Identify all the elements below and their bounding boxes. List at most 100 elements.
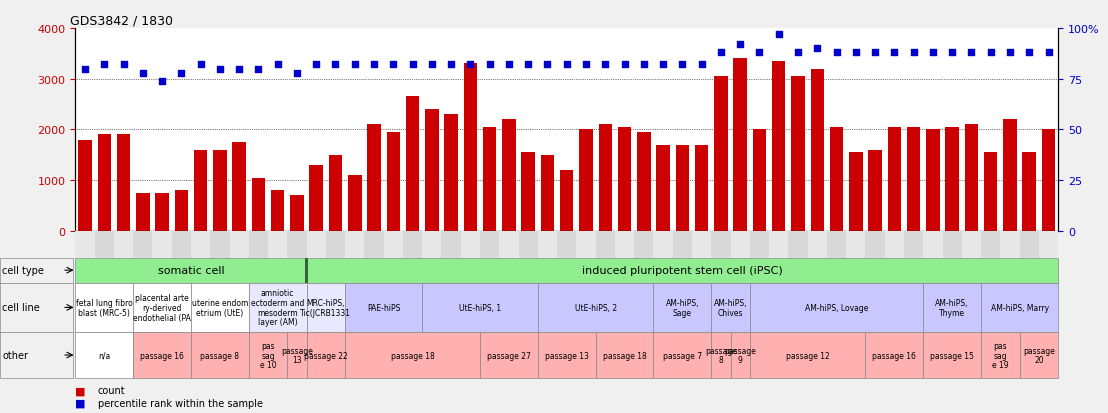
Text: ■: ■	[75, 398, 85, 408]
Bar	[676, 145, 689, 231]
Bar	[1042, 130, 1055, 231]
Text: amniotic
ectoderm and
mesoderm
layer (AM): amniotic ectoderm and mesoderm layer (AM…	[252, 289, 305, 327]
Point	[847, 50, 864, 57]
Bar	[502, 120, 515, 231]
Bar	[984, 153, 997, 231]
Text: n/a: n/a	[99, 351, 111, 360]
Point	[1020, 50, 1038, 57]
Point	[192, 62, 209, 69]
Point	[500, 62, 517, 69]
Point	[1039, 50, 1057, 57]
Point	[346, 62, 363, 69]
Text: passage 8: passage 8	[201, 351, 239, 360]
Bar	[618, 128, 632, 231]
Text: passage 18: passage 18	[391, 351, 434, 360]
Bar	[811, 69, 824, 231]
Point	[596, 62, 614, 69]
Text: passage
13: passage 13	[281, 346, 312, 365]
Bar	[637, 133, 650, 231]
Bar	[155, 193, 168, 231]
Text: AM-hiPS, Lovage: AM-hiPS, Lovage	[804, 303, 869, 312]
Bar	[309, 166, 322, 231]
Text: count: count	[98, 385, 125, 395]
Point	[866, 50, 884, 57]
Text: cell line: cell line	[2, 303, 40, 313]
Text: passage 22: passage 22	[304, 351, 348, 360]
Text: induced pluripotent stem cell (iPSC): induced pluripotent stem cell (iPSC)	[582, 266, 782, 275]
Bar	[406, 97, 419, 231]
Bar	[98, 135, 111, 231]
Point	[885, 50, 903, 57]
Point	[577, 62, 595, 69]
Bar	[483, 128, 496, 231]
Point	[654, 62, 671, 69]
Bar	[906, 128, 921, 231]
Bar	[387, 133, 400, 231]
Point	[384, 62, 402, 69]
Point	[288, 70, 306, 77]
Point	[403, 62, 421, 69]
Bar	[849, 153, 862, 231]
Point	[520, 62, 537, 69]
Text: uterine endom
etrium (UtE): uterine endom etrium (UtE)	[192, 298, 248, 317]
Text: passage 13: passage 13	[545, 351, 588, 360]
Point	[249, 66, 267, 73]
Point	[269, 62, 287, 69]
Text: AM-hiPS,
Chives: AM-hiPS, Chives	[714, 298, 747, 317]
Point	[230, 66, 248, 73]
Bar	[579, 130, 593, 231]
Bar	[733, 59, 747, 231]
Text: ■: ■	[75, 385, 85, 395]
Point	[538, 62, 556, 69]
Bar	[541, 155, 554, 231]
Bar	[79, 140, 92, 231]
Bar	[522, 153, 535, 231]
Text: passage
20: passage 20	[1023, 346, 1055, 365]
Text: fetal lung fibro
blast (MRC-5): fetal lung fibro blast (MRC-5)	[75, 298, 133, 317]
Text: other: other	[2, 350, 28, 360]
Point	[750, 50, 768, 57]
Bar	[715, 77, 728, 231]
Bar	[175, 191, 188, 231]
Bar	[888, 128, 901, 231]
Point	[366, 62, 383, 69]
Bar	[194, 150, 207, 231]
Bar	[695, 145, 708, 231]
Text: cell type: cell type	[2, 266, 44, 275]
Bar	[271, 191, 285, 231]
Text: percentile rank within the sample: percentile rank within the sample	[98, 398, 263, 408]
Text: MRC-hiPS,
Tic(JCRB1331: MRC-hiPS, Tic(JCRB1331	[300, 298, 351, 317]
Point	[674, 62, 691, 69]
Point	[905, 50, 923, 57]
Bar	[329, 155, 342, 231]
Bar	[791, 77, 804, 231]
Text: passage 16: passage 16	[140, 351, 184, 360]
Bar	[348, 176, 361, 231]
Point	[76, 66, 94, 73]
Bar	[233, 143, 246, 231]
Point	[789, 50, 807, 57]
Point	[712, 50, 730, 57]
Bar	[463, 64, 478, 231]
Bar	[136, 193, 150, 231]
Text: GDS3842 / 1830: GDS3842 / 1830	[71, 15, 174, 28]
Bar	[1023, 153, 1036, 231]
Bar	[752, 130, 767, 231]
Point	[558, 62, 576, 69]
Text: passage 7: passage 7	[663, 351, 702, 360]
Text: passage 16: passage 16	[872, 351, 916, 360]
Bar	[1003, 120, 1017, 231]
Point	[963, 50, 981, 57]
Text: passage 27: passage 27	[488, 351, 531, 360]
Point	[173, 70, 191, 77]
Text: passage 18: passage 18	[603, 351, 646, 360]
Point	[307, 62, 325, 69]
Point	[924, 50, 942, 57]
Text: somatic cell: somatic cell	[157, 266, 224, 275]
Bar	[830, 128, 843, 231]
Text: placental arte
ry-derived
endothelial (PA: placental arte ry-derived endothelial (P…	[133, 294, 191, 322]
Text: UtE-hiPS, 1: UtE-hiPS, 1	[459, 303, 501, 312]
Point	[731, 42, 749, 48]
Point	[327, 62, 345, 69]
Bar	[945, 128, 958, 231]
